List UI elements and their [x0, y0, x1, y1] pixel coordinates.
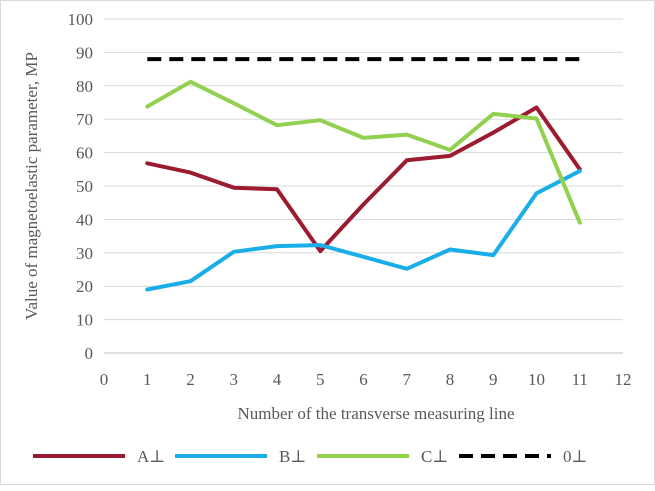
- x-tick-label: 1: [143, 370, 152, 389]
- series-lines: [145, 57, 582, 292]
- x-tick-label: 7: [403, 370, 412, 389]
- y-tick-label: 100: [68, 10, 94, 29]
- y-tick-label: 30: [76, 244, 93, 263]
- x-tick-label: 11: [572, 370, 588, 389]
- y-tick-label: 0: [85, 344, 94, 363]
- x-tick-label: 3: [230, 370, 239, 389]
- gridlines: [104, 18, 623, 354]
- x-axis-title: Number of the transverse measuring line: [237, 404, 514, 423]
- legend-label-c: C⊥: [421, 447, 448, 466]
- y-tick-label: 50: [76, 177, 93, 196]
- x-tick-label: 6: [359, 370, 368, 389]
- legend-label-a: A⊥: [137, 447, 165, 466]
- x-tick-label: 4: [273, 370, 282, 389]
- y-tick-label: 20: [76, 277, 93, 296]
- y-tick-label: 80: [76, 77, 93, 96]
- y-axis-title: Value of magnetoelastic parameter, MP: [22, 52, 41, 320]
- x-tick-label: 2: [186, 370, 195, 389]
- y-tick-label: 70: [76, 110, 93, 129]
- x-tick-label: 5: [316, 370, 325, 389]
- legend: A⊥ B⊥ C⊥ 0⊥: [33, 447, 588, 466]
- x-tick-label: 8: [446, 370, 455, 389]
- x-tick-label: 12: [615, 370, 632, 389]
- series-line-b: [145, 169, 582, 292]
- y-tick-label: 10: [76, 311, 93, 330]
- legend-label-0: 0⊥: [563, 447, 588, 466]
- y-tick-label: 60: [76, 144, 93, 163]
- legend-label-b: B⊥: [279, 447, 306, 466]
- x-tick-label: 10: [528, 370, 545, 389]
- x-tick-label: 9: [489, 370, 498, 389]
- series-line-a: [145, 105, 582, 254]
- series-line-c: [145, 79, 582, 225]
- y-tick-label: 90: [76, 43, 93, 62]
- x-tick-label: 0: [100, 370, 109, 389]
- y-tick-label: 40: [76, 210, 93, 229]
